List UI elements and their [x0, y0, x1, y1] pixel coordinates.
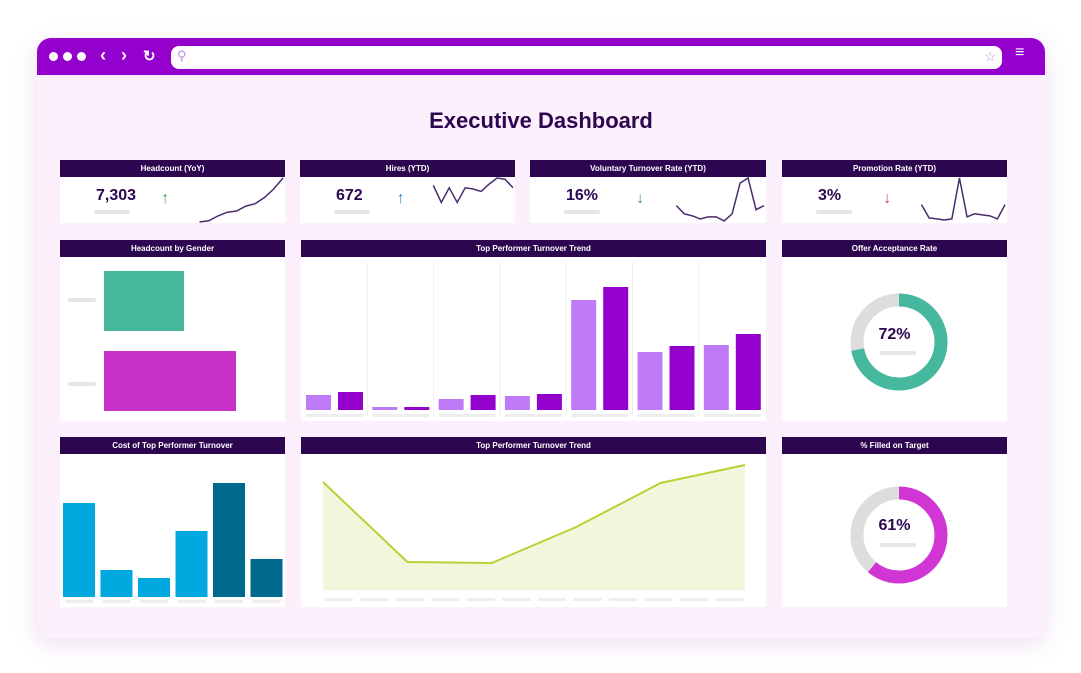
- tick-placeholder: [438, 414, 496, 417]
- tick-placeholder: [215, 600, 243, 603]
- star-icon[interactable]: ☆: [984, 49, 996, 64]
- tick-placeholder: [306, 414, 363, 417]
- forward-icon[interactable]: ›: [121, 45, 127, 65]
- bar: [603, 287, 629, 410]
- window-dot-icon[interactable]: [77, 52, 86, 61]
- bar: [536, 394, 562, 410]
- bar: [175, 531, 208, 597]
- tick-placeholder: [571, 414, 629, 417]
- tick-placeholder: [177, 600, 206, 603]
- kpi-card: Voluntary Turnover Rate (YTD) 16% ↓: [530, 160, 766, 223]
- bar: [637, 352, 663, 410]
- tick-placeholder: [680, 598, 708, 601]
- kpi-value: 672: [336, 187, 363, 204]
- donut-value-arc: [850, 486, 948, 584]
- menu-icon[interactable]: ≡: [1015, 44, 1025, 61]
- sparkline: [675, 176, 765, 222]
- panel-title: Cost of Top Performer Turnover: [60, 437, 285, 454]
- kpi-value: 7,303: [96, 187, 137, 204]
- panel-title: Offer Acceptance Rate: [782, 240, 1007, 257]
- bar: [63, 503, 95, 597]
- tick-placeholder: [102, 600, 131, 603]
- back-icon[interactable]: ‹: [100, 45, 106, 65]
- bar: [504, 396, 530, 410]
- window-dot-icon[interactable]: [49, 52, 58, 61]
- tick-placeholder: [372, 414, 430, 417]
- tick-placeholder: [703, 414, 761, 417]
- kpi-title: Hires (YTD): [300, 160, 515, 177]
- kpi-title: Headcount (YoY): [60, 160, 285, 177]
- tick-placeholder: [431, 598, 460, 601]
- sparkline: [432, 177, 514, 205]
- kpi-title: Voluntary Turnover Rate (YTD): [530, 160, 766, 177]
- kpi-title: Promotion Rate (YTD): [782, 160, 1007, 177]
- cost-panel: Cost of Top Performer Turnover: [60, 437, 285, 607]
- tick-placeholder: [467, 598, 495, 601]
- kpi-card: Headcount (YoY) 7,303 ↑: [60, 160, 285, 223]
- window-dot-icon[interactable]: [63, 52, 72, 61]
- page-title: Executive Dashboard: [429, 108, 653, 133]
- bar: [100, 570, 133, 597]
- area: [323, 465, 745, 590]
- tick-placeholder: [502, 598, 531, 601]
- bar: [138, 578, 170, 597]
- tick-placeholder: [609, 598, 637, 601]
- filled-rate-value: 61%: [878, 517, 911, 534]
- bar: [372, 407, 398, 410]
- bar: [306, 395, 331, 410]
- bar: [438, 399, 464, 410]
- bar: [213, 483, 245, 597]
- kpi-value: 3%: [818, 187, 842, 204]
- line-series: [322, 464, 746, 565]
- bar: [338, 392, 363, 410]
- browser-toolbar: ‹ › ↻ ⚲ ☆ ≡: [37, 38, 1045, 75]
- tick-placeholder: [644, 598, 673, 601]
- filled-panel: % Filled on Target 61%: [782, 437, 1007, 607]
- bar: [571, 300, 597, 410]
- bar: [735, 334, 761, 410]
- tick-placeholder: [396, 598, 424, 601]
- offer-rate-value: 72%: [878, 326, 911, 343]
- bar: [470, 395, 496, 410]
- bar: [404, 407, 430, 410]
- bar: [669, 346, 695, 410]
- kpi-card: Promotion Rate (YTD) 3% ↓: [782, 160, 1007, 223]
- turnover-line-panel: Top Performer Turnover Trend: [301, 437, 766, 607]
- turnover-bar-panel: Top Performer Turnover Trend: [301, 240, 766, 421]
- bar: [250, 559, 283, 597]
- sparkline: [199, 177, 284, 223]
- tick-placeholder: [637, 414, 695, 417]
- tick-placeholder: [504, 414, 562, 417]
- address-bar[interactable]: ⚲ ☆: [171, 46, 1002, 69]
- kpi-card: Hires (YTD) 672 ↑: [300, 160, 515, 223]
- panel-title: Top Performer Turnover Trend: [301, 240, 766, 257]
- tick-placeholder: [252, 600, 281, 603]
- tick-placeholder: [538, 598, 566, 601]
- donut-value-arc: [850, 293, 948, 391]
- tick-placeholder: [360, 598, 389, 601]
- tick-placeholder: [715, 598, 744, 601]
- tick-placeholder: [325, 598, 353, 601]
- trend-down-icon: ↓: [883, 190, 892, 207]
- offer-panel: Offer Acceptance Rate 72%: [782, 240, 1007, 421]
- search-icon: ⚲: [177, 48, 187, 63]
- sparkline: [920, 177, 1006, 221]
- gender-bar: [104, 271, 184, 331]
- trend-up-icon: ↑: [161, 190, 170, 207]
- reload-icon[interactable]: ↻: [143, 48, 156, 65]
- trend-down-icon: ↓: [636, 190, 645, 207]
- trend-up-icon: ↑: [396, 190, 405, 207]
- kpi-value: 16%: [566, 187, 599, 204]
- tick-placeholder: [573, 598, 602, 601]
- tick-placeholder: [65, 600, 93, 603]
- bar: [703, 345, 729, 410]
- gender-panel: Headcount by Gender: [60, 240, 285, 421]
- panel-title: % Filled on Target: [782, 437, 1007, 454]
- panel-title: Top Performer Turnover Trend: [301, 437, 766, 454]
- gender-bar: [104, 351, 236, 411]
- panel-title: Headcount by Gender: [60, 240, 285, 257]
- tick-placeholder: [140, 600, 168, 603]
